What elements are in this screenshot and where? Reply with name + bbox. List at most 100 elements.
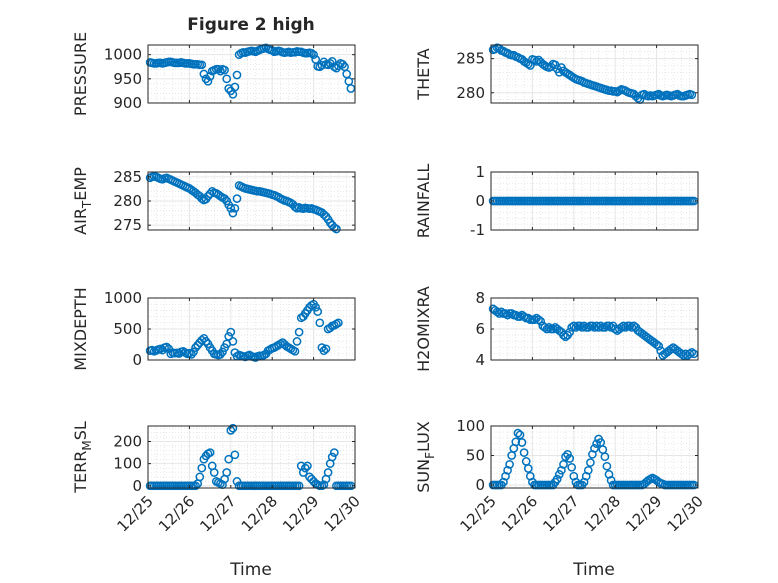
data-point [334,61,343,71]
data-point [218,347,227,357]
data-point [203,76,213,86]
data-point [594,323,603,332]
data-point [216,350,225,359]
data-point [323,468,333,477]
data-point [565,327,575,337]
y-tick-label: 0 [132,477,142,495]
plot-area [148,426,355,488]
y-axis-label: AIRTEMP [71,167,94,235]
data-point [327,57,337,66]
data-point [619,321,628,331]
data-point [577,323,587,332]
data-point [226,327,236,337]
data-point [220,194,229,203]
data-point [222,468,232,477]
data-point [191,481,200,491]
axes-box [147,44,356,104]
data-point [232,70,242,80]
data-point [583,465,593,475]
data-point [230,450,240,460]
axes-box [147,425,356,489]
y-axis-label: RAINFALL [414,164,433,239]
data-point [536,316,546,326]
subplot-5: 0 500 1000 MIXDEPTH [71,287,356,371]
data-point [334,318,343,328]
data-point [205,448,215,457]
data-point [230,82,240,92]
data-point [197,335,207,345]
y-axis-label: SUNFLUX [414,421,437,493]
data-point [209,468,219,477]
y-tick-label: 0 [132,351,142,369]
subplot-3: 275 280 285 AIRTEMP [71,167,356,235]
data-point [542,324,552,334]
y-tick-label: 50 [466,447,485,465]
y-tick-label: 500 [113,320,142,338]
data-point [197,60,207,70]
y-tick-label: 100 [113,455,142,473]
y-tick-label: 950 [113,70,142,88]
data-point [494,309,504,318]
y-tick-label: 1000 [104,289,142,307]
data-point [313,307,323,316]
data-point [327,452,337,462]
data-point [205,189,215,199]
y-tick-label: 6 [475,320,485,338]
figure-title: Figure 2 high [187,15,315,35]
data-point [294,481,304,491]
y-axis-label: MIXDEPTH [71,287,90,370]
series-markers [488,428,699,490]
data-point [309,50,318,60]
data-point [563,449,572,459]
data-point [298,468,308,477]
data-point [224,332,234,341]
data-point [503,310,512,320]
data-point [600,323,610,332]
y-tick-label: 1000 [104,46,142,64]
y-tick-label: 100 [456,417,485,435]
data-point [590,444,599,453]
data-point [592,439,601,449]
data-point [189,347,198,357]
data-point [586,458,595,467]
data-point [214,64,223,74]
subplot-2: 280 285 THETA [414,43,699,104]
data-point [222,74,232,84]
data-point [687,347,697,357]
data-point [554,470,564,479]
data-point [596,321,606,331]
data-point [565,454,575,463]
data-point [226,203,236,213]
data-point [321,344,331,354]
data-point [511,310,521,320]
data-point [559,460,568,469]
y-tick-label: 1 [475,163,485,181]
data-point [505,460,514,469]
data-point [216,66,225,76]
y-tick-label: 275 [113,216,142,234]
data-point [511,437,521,447]
data-point [319,346,329,356]
data-point [300,463,310,473]
data-point [602,461,612,471]
data-point [561,452,570,462]
data-point [224,454,234,464]
data-point [501,309,510,318]
data-point [319,210,329,219]
data-point [685,349,695,359]
data-point [162,342,171,352]
data-point [519,448,529,457]
data-point [652,340,661,349]
y-tick-label: 0 [475,476,485,494]
axes-box [490,44,699,104]
data-point [195,472,205,482]
plot-area [491,45,698,103]
y-axis-label: H2OMIXRA [414,286,433,372]
data-point [191,343,200,352]
data-point [600,452,610,462]
data-point [228,423,238,433]
series-markers [488,43,697,104]
axes-box [490,425,699,489]
